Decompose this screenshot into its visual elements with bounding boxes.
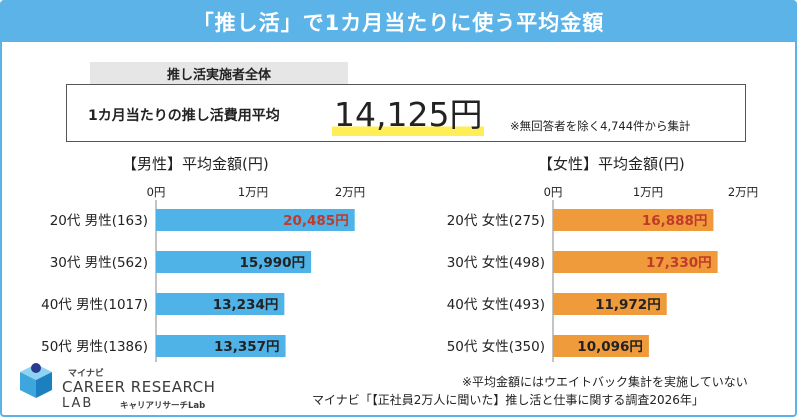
male-category-label: 20代 男性(163) (50, 213, 148, 229)
female-category-label: 50代 女性(350) (447, 338, 545, 355)
logo-small-text: マイナビ (68, 369, 104, 379)
male-bar (156, 293, 285, 315)
female-bar (553, 209, 714, 231)
male-value-label: 15,990円 (239, 255, 305, 271)
female-value-label: 17,330円 (646, 255, 712, 271)
male-value-label: 20,485円 (283, 213, 349, 229)
female-category-label: 30代 女性(498) (447, 254, 545, 271)
male-bar (156, 335, 286, 357)
female-value-label: 16,888円 (642, 213, 708, 229)
footnote: ※平均金額にはウエイトバック集計を実施していない (462, 375, 748, 389)
overall-value: 14,125円 (332, 88, 485, 136)
male-category-label: 40代 男性(1017) (41, 297, 148, 313)
female-value-label: 10,096円 (577, 339, 643, 355)
male-category-label: 50代 男性(1386) (41, 339, 148, 355)
female-tick-label: 1万円 (633, 185, 663, 199)
male-value-label: 13,357円 (214, 339, 280, 355)
male-value-label: 13,234円 (213, 297, 279, 313)
male-category-label: 30代 男性(562) (50, 255, 148, 271)
overall-caption: 1カ月当たりの推し活費用平均 (88, 108, 280, 124)
male-chart-title: 【男性】平均金額(円) (122, 155, 269, 173)
female-category-label: 20代 女性(275) (447, 212, 545, 229)
male-bar (156, 209, 355, 231)
overall-label: 推し活実施者全体 (90, 62, 348, 84)
female-tick-label: 2万円 (728, 185, 758, 199)
female-value-label: 11,972円 (595, 297, 661, 313)
logo-lab-text: LAB (62, 396, 94, 411)
female-bar (553, 335, 649, 357)
female-bar (553, 251, 718, 273)
logo-main-text: CAREER RESEARCH (62, 378, 216, 396)
overall-note: ※無回答者を除く4,744件から集計 (510, 119, 691, 133)
male-bar (156, 251, 312, 273)
female-chart-title: 【女性】平均金額(円) (538, 155, 685, 173)
source-note: マイナビ「【正社員2万人に聞いた】推し活と仕事に関する調査2026年」 (312, 393, 704, 407)
logo-sub-text: キャリアリサーチLab (120, 401, 206, 411)
page-title: 「推し活」で1カ月当たりに使う平均金額 (2, 2, 795, 42)
female-bar (553, 293, 667, 315)
male-tick-label: 1万円 (238, 185, 268, 199)
female-tick-label: 0円 (544, 185, 563, 199)
male-tick-label: 0円 (147, 185, 166, 199)
female-category-label: 40代 女性(493) (447, 296, 545, 313)
male-tick-label: 2万円 (335, 185, 365, 199)
